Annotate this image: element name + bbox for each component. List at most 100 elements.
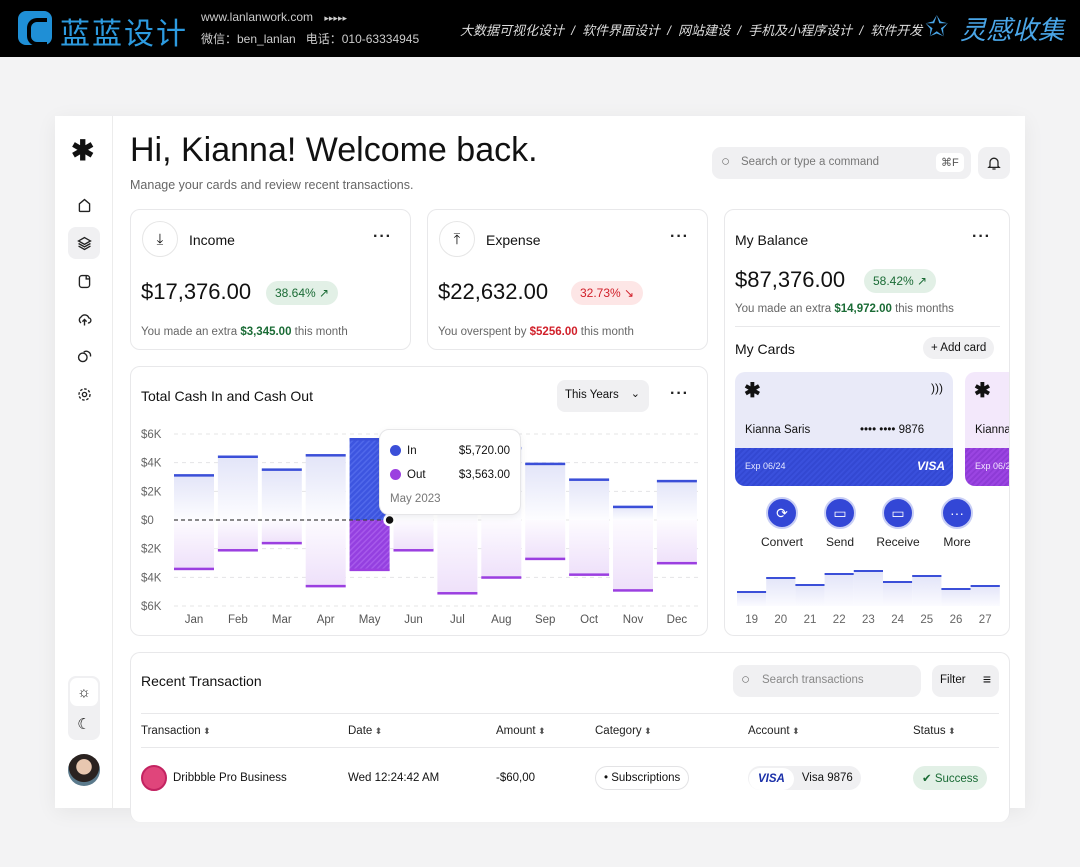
convert-button[interactable]: ⟳ bbox=[766, 497, 798, 529]
column-account[interactable]: Account bbox=[748, 725, 800, 737]
mini-x-label: 24 bbox=[891, 614, 904, 626]
app-logo-icon: ✱ bbox=[71, 135, 95, 166]
y-tick-label: $4K bbox=[141, 572, 162, 584]
card-logo-icon: ✱ bbox=[974, 380, 991, 402]
x-tick-label: Mar bbox=[272, 614, 292, 626]
income-note: You made an extra $3,345.00 this month bbox=[141, 326, 348, 338]
out-bar bbox=[656, 520, 697, 565]
mini-x-label: 25 bbox=[920, 614, 933, 626]
mini-bar bbox=[853, 570, 883, 606]
balance-change-badge: 58.42% ↗ bbox=[864, 269, 937, 293]
column-date[interactable]: Date bbox=[348, 725, 382, 737]
in-bar bbox=[305, 454, 346, 520]
category-badge: • Subscriptions bbox=[595, 766, 690, 790]
convert-label: Convert bbox=[760, 535, 804, 549]
cash-flow-card: Total Cash In and Cash Out This Years ⌄ ·… bbox=[130, 366, 708, 636]
out-bar-bottom bbox=[656, 561, 697, 565]
card-band: Exp 06/24 VISA bbox=[735, 448, 953, 486]
visa-logo: VISA bbox=[749, 767, 794, 790]
moon-icon[interactable]: ☾ bbox=[77, 716, 91, 733]
transactions-search-input[interactable]: Search transactions bbox=[762, 674, 864, 686]
sidebar-cloud[interactable] bbox=[68, 303, 100, 335]
income-menu-button[interactable]: ··· bbox=[373, 228, 392, 245]
sidebar-messages[interactable] bbox=[68, 340, 100, 372]
in-bar-top bbox=[217, 455, 258, 458]
cloud-upload-icon bbox=[78, 313, 92, 325]
banner-services: 大数据可视化设计 / 软件界面设计 / 网站建设 / 手机及小程序设计 / 软件… bbox=[460, 23, 923, 38]
balance-menu-button[interactable]: ··· bbox=[972, 228, 991, 245]
sidebar-settings[interactable] bbox=[68, 378, 100, 410]
sun-icon[interactable]: ☼ bbox=[70, 678, 98, 706]
mini-x-label: 23 bbox=[862, 614, 875, 626]
transactions-title: Recent Transaction bbox=[141, 673, 262, 689]
sidebar-layers[interactable] bbox=[68, 227, 100, 259]
chevron-down-icon: ⌄ bbox=[630, 388, 640, 400]
notifications-button[interactable] bbox=[978, 147, 1010, 179]
tooltip-in-value: $5,720.00 bbox=[458, 445, 510, 457]
out-bar-bottom bbox=[569, 573, 610, 576]
expense-card: ⤒ Expense ··· $22,632.00 32.73% ↘ You ov… bbox=[427, 209, 708, 350]
mini-bar bbox=[766, 577, 796, 606]
in-bar-top bbox=[569, 478, 610, 481]
in-bar bbox=[525, 462, 566, 520]
expense-menu-button[interactable]: ··· bbox=[670, 228, 689, 245]
card-number: •••• •••• 9876 bbox=[860, 424, 925, 436]
x-tick-label: Feb bbox=[228, 614, 248, 626]
filter-icon: ≡ bbox=[982, 671, 991, 687]
column-transaction[interactable]: Transaction bbox=[141, 725, 211, 737]
filter-button[interactable]: Filter ≡ bbox=[932, 665, 999, 697]
add-card-button[interactable]: + Add card bbox=[923, 337, 995, 359]
x-tick-label: May bbox=[359, 614, 381, 626]
sidebar-home[interactable] bbox=[68, 189, 100, 221]
search-input[interactable]: Search or type a command bbox=[741, 156, 880, 168]
card-receive-icon: ▭ bbox=[891, 504, 905, 521]
banner-brand: 蓝蓝设计 bbox=[60, 18, 188, 51]
chart-menu-button[interactable]: ··· bbox=[670, 385, 689, 402]
in-bar-top bbox=[525, 462, 566, 466]
user-avatar[interactable] bbox=[68, 754, 100, 786]
mini-bar-top bbox=[766, 577, 796, 579]
in-bar-top bbox=[305, 454, 346, 457]
home-icon bbox=[78, 198, 90, 212]
mini-bar bbox=[912, 575, 942, 606]
mini-bar bbox=[970, 585, 1000, 606]
send-button[interactable]: ▭ bbox=[824, 497, 856, 529]
column-status[interactable]: Status bbox=[913, 725, 956, 737]
in-bar bbox=[569, 478, 610, 520]
credit-card-2[interactable]: ✱ Kianna Exp 06/24 bbox=[965, 372, 1009, 486]
y-tick-label: $2K bbox=[141, 544, 162, 556]
divider bbox=[141, 713, 999, 714]
out-bar bbox=[613, 520, 653, 592]
transactions-search[interactable]: ○ Search transactions bbox=[733, 665, 921, 697]
banner-contact: 微信：ben_lanlan 电话：010-63334945 bbox=[201, 32, 420, 46]
column-category[interactable]: Category bbox=[595, 725, 652, 737]
out-bar-bottom bbox=[174, 567, 214, 571]
out-bar bbox=[349, 520, 390, 572]
x-tick-label: Jun bbox=[404, 614, 423, 626]
x-tick-label: Jan bbox=[185, 614, 204, 626]
command-search[interactable]: ○ Search or type a command ⌘F bbox=[712, 147, 971, 179]
sidebar-documents[interactable] bbox=[68, 265, 100, 297]
out-bar-bottom bbox=[613, 589, 653, 592]
mini-bar-top bbox=[737, 591, 767, 593]
x-tick-label: Nov bbox=[623, 614, 644, 626]
mini-bar-top bbox=[970, 585, 1000, 587]
card-expiry: Exp 06/24 bbox=[975, 461, 1009, 471]
in-legend-dot bbox=[390, 445, 401, 456]
column-amount[interactable]: Amount bbox=[496, 725, 546, 737]
y-tick-label: $0 bbox=[141, 515, 154, 527]
mini-x-label: 22 bbox=[833, 614, 846, 626]
in-bar bbox=[613, 505, 653, 520]
out-bar-bottom bbox=[305, 584, 346, 588]
mini-bar bbox=[824, 573, 854, 606]
credit-card-1[interactable]: ✱ ))) Kianna Saris •••• •••• 9876 Exp 06… bbox=[735, 372, 953, 486]
mini-x-label: 26 bbox=[950, 614, 963, 626]
more-button[interactable]: ··· bbox=[941, 497, 973, 529]
mini-x-label: 20 bbox=[774, 614, 787, 626]
period-dropdown[interactable]: This Years ⌄ bbox=[557, 380, 649, 412]
hover-point bbox=[383, 513, 396, 527]
x-tick-label: Apr bbox=[317, 614, 335, 626]
theme-toggle: ☼ ☾ bbox=[68, 676, 100, 740]
period-value: This Years bbox=[565, 389, 619, 401]
receive-button[interactable]: ▭ bbox=[882, 497, 914, 529]
